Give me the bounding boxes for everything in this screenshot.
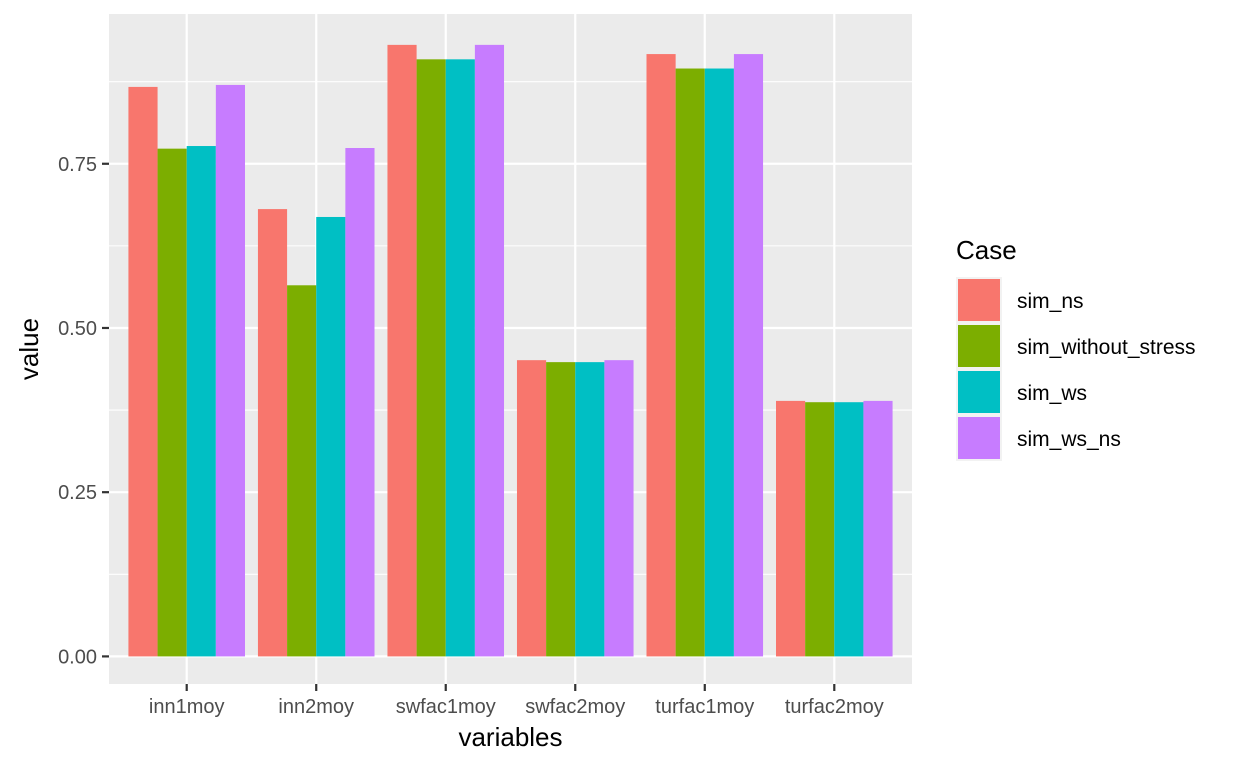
legend-swatch-sim_ws <box>958 371 1000 413</box>
bar-sim_ns-inn2moy <box>257 209 288 657</box>
bar-sim_ns-turfac2moy <box>776 400 806 657</box>
x-tick-label: inn2moy <box>278 696 354 718</box>
bar-sim_ws_ns-turfac1moy <box>733 54 764 657</box>
legend-label-sim_without_stress: sim_without_stress <box>1017 336 1196 359</box>
bars <box>128 44 893 657</box>
x-tick-label: swfac2moy <box>525 696 625 718</box>
x-tick-label: turfac1moy <box>655 696 754 718</box>
bar-sim_ns-turfac1moy <box>646 54 676 657</box>
bar-sim_without_stress-inn1moy <box>157 148 187 657</box>
legend-title: Case <box>956 235 1017 265</box>
bar-sim_ns-inn1moy <box>128 86 158 657</box>
legend: Case sim_ns sim_without_stress sim_ws sim_w… <box>956 235 1196 461</box>
bar-sim_ws-swfac1moy <box>445 59 475 657</box>
y-tick-label: 0.25 <box>58 482 97 504</box>
bar-sim_without_stress-swfac1moy <box>416 59 446 657</box>
bar-sim_ws_ns-inn1moy <box>215 84 245 657</box>
bar-sim_ws_ns-inn2moy <box>345 148 375 657</box>
legend-label-sim_ws_ns: sim_ws_ns <box>1017 428 1121 451</box>
bar-sim_ws_ns-swfac2moy <box>604 360 634 657</box>
legend-swatch-sim_without_stress <box>958 325 1000 367</box>
bar-sim_ws_ns-turfac2moy <box>863 400 893 657</box>
bar-sim_ws-swfac2moy <box>575 362 605 657</box>
bar-sim_ws-inn2moy <box>316 216 346 657</box>
x-tick-label: turfac2moy <box>785 696 884 718</box>
bar-sim_ws-inn1moy <box>186 146 216 657</box>
y-axis: 0.00 0.25 0.50 0.75 <box>58 154 109 668</box>
legend-swatch-sim_ws_ns <box>958 417 1000 459</box>
bar-sim_ns-swfac2moy <box>516 360 547 657</box>
y-tick-label: 0.50 <box>58 318 97 340</box>
bar-sim_without_stress-swfac2moy <box>546 362 576 657</box>
x-tick-label: inn1moy <box>149 696 225 718</box>
legend-label-sim_ws: sim_ws <box>1017 382 1087 405</box>
legend-swatch-sim_ns <box>958 279 1000 321</box>
bar-sim_without_stress-inn2moy <box>287 285 317 657</box>
bar-sim_ws-turfac2moy <box>834 402 864 657</box>
y-axis-title: value <box>14 318 44 380</box>
legend-label-sim_ns: sim_ns <box>1017 290 1084 313</box>
y-tick-label: 0.75 <box>58 154 97 176</box>
x-tick-label: swfac1moy <box>396 696 496 718</box>
bar-sim_ws-turfac1moy <box>704 68 734 657</box>
y-tick-label: 0.00 <box>58 646 97 668</box>
bar-sim_ns-swfac1moy <box>387 44 417 657</box>
x-axis: inn1moy inn2moy swfac1moy swfac2moy turfac1m… <box>149 684 884 718</box>
bar-sim_without_stress-turfac1moy <box>675 68 705 657</box>
bar-sim_without_stress-turfac2moy <box>805 402 835 657</box>
bar-sim_ws_ns-swfac1moy <box>474 44 505 657</box>
x-axis-title: variables <box>458 722 562 752</box>
